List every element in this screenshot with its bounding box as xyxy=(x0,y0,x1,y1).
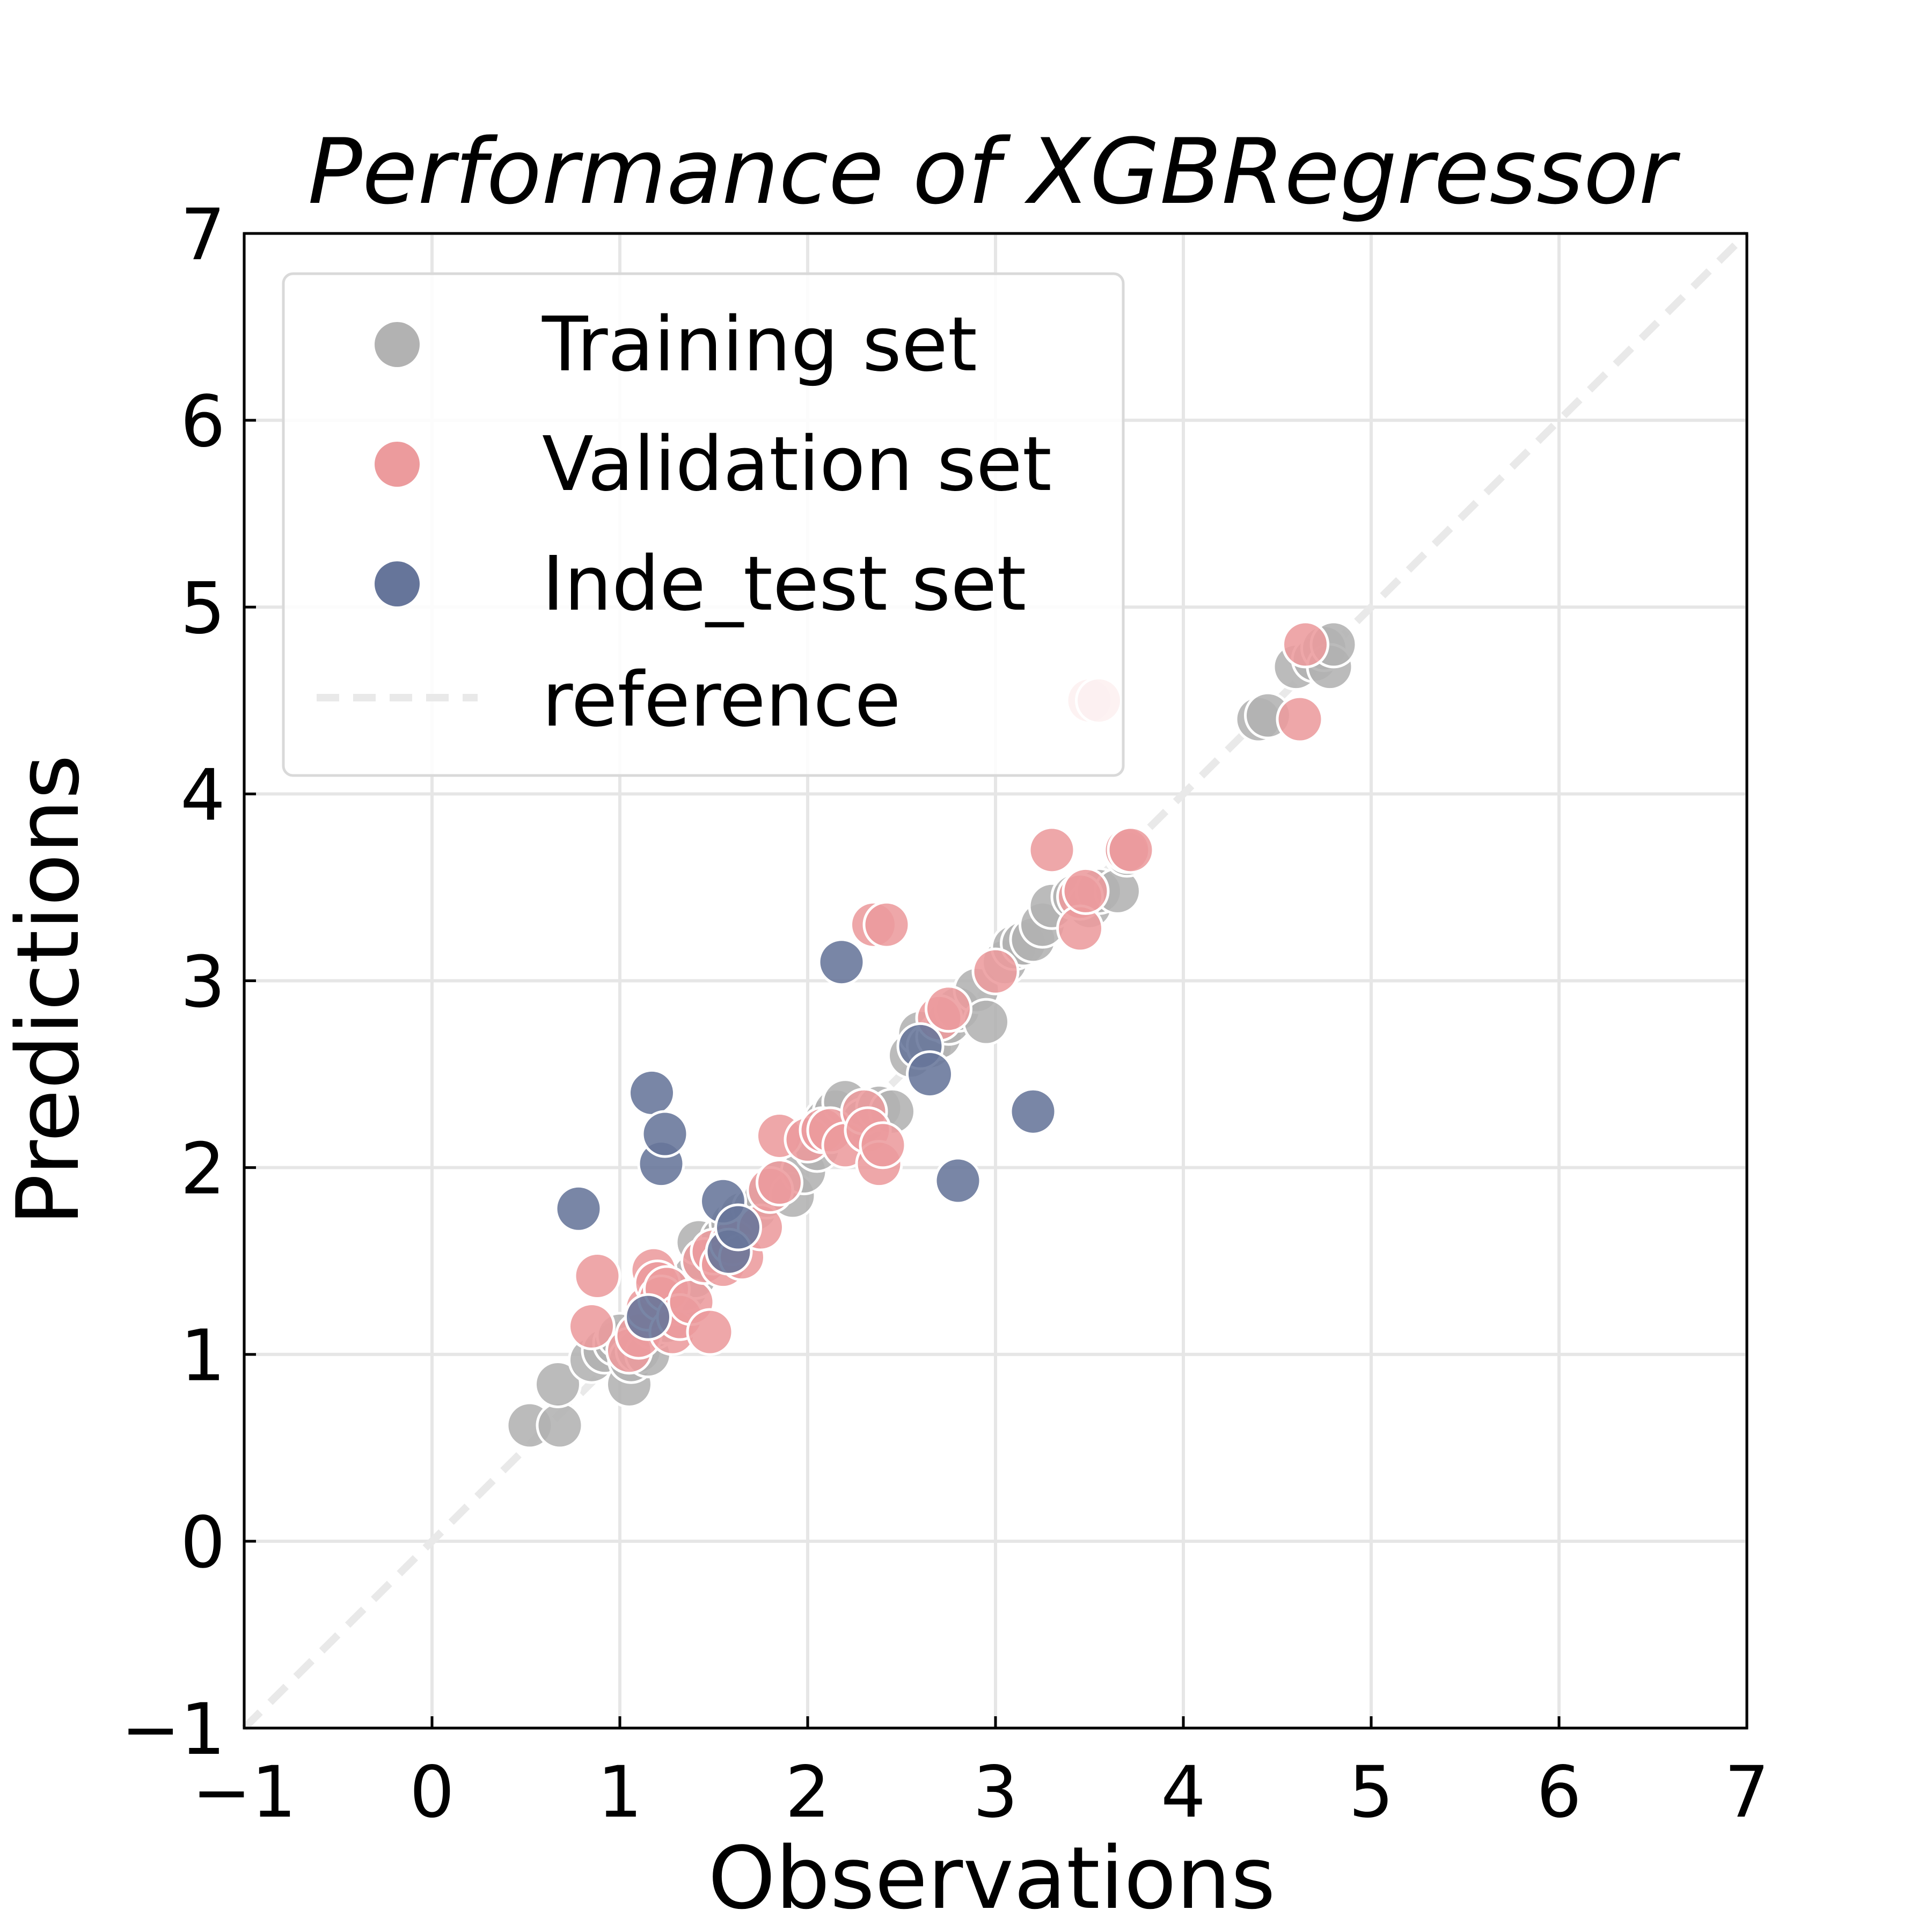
data-point-series-2 xyxy=(628,1069,676,1117)
legend-reference-label: reference xyxy=(542,656,901,744)
data-point-series-2 xyxy=(1009,1087,1057,1136)
x-tick-label: −1 xyxy=(192,1751,297,1834)
data-point-series-1 xyxy=(756,1158,803,1206)
y-tick-label: 1 xyxy=(180,1315,225,1397)
x-tick-label: 4 xyxy=(1161,1751,1206,1834)
data-point-series-2 xyxy=(641,1110,689,1158)
data-point-series-1 xyxy=(1107,826,1155,874)
x-tick-label: 0 xyxy=(409,1751,455,1834)
y-tick-label: 3 xyxy=(180,941,225,1024)
x-tick-label: 1 xyxy=(597,1751,642,1834)
y-axis-label: Predictions xyxy=(0,755,98,1226)
legend-validation-marker xyxy=(375,442,420,487)
y-tick-label: 0 xyxy=(180,1502,225,1584)
data-point-series-2 xyxy=(934,1157,982,1205)
chart-title: Performance of XGBRegressor xyxy=(308,119,1681,224)
data-point-series-1 xyxy=(859,1121,907,1169)
y-tick-label: 6 xyxy=(180,380,225,463)
legend: Training set Validation set Inde_test se… xyxy=(282,272,1125,777)
legend-box xyxy=(282,272,1125,777)
data-point-series-1 xyxy=(971,947,1020,996)
data-point-series-0 xyxy=(534,1360,582,1408)
data-point-series-2 xyxy=(714,1203,762,1252)
x-tick-label: 6 xyxy=(1536,1751,1582,1834)
y-tick-label: 7 xyxy=(180,194,225,276)
data-point-series-1 xyxy=(1028,826,1076,874)
data-point-series-2 xyxy=(554,1184,603,1233)
x-axis-label: Observations xyxy=(708,1828,1276,1928)
data-point-series-1 xyxy=(1282,620,1329,669)
data-point-series-2 xyxy=(906,1050,954,1099)
y-tick-label: 4 xyxy=(180,754,225,837)
legend-training-marker xyxy=(375,322,420,367)
y-tick-label: 5 xyxy=(180,567,225,650)
x-tick-label: 3 xyxy=(973,1751,1018,1834)
legend-validation-label: Validation set xyxy=(542,421,1052,508)
data-point-series-1 xyxy=(573,1252,621,1300)
x-tick-label: 2 xyxy=(785,1751,830,1834)
data-point-series-1 xyxy=(862,901,911,949)
data-point-series-1 xyxy=(1062,867,1110,915)
data-point-series-1 xyxy=(1276,695,1324,743)
y-tick-label: 2 xyxy=(180,1128,225,1211)
x-tick-label: 7 xyxy=(1724,1751,1769,1834)
legend-test-marker xyxy=(375,561,420,606)
data-point-series-2 xyxy=(624,1293,672,1341)
data-point-series-1 xyxy=(925,985,972,1033)
y-tick-label: −1 xyxy=(121,1688,225,1771)
data-point-series-1 xyxy=(568,1302,616,1351)
axis-ticks: −1−1 0 0 1 1 2 2 3 3 4 4 5 5 6 6 7 7 xyxy=(121,194,1769,1834)
legend-test-label: Inde_test set xyxy=(542,540,1026,628)
x-tick-label: 5 xyxy=(1349,1751,1394,1834)
legend-training-label: Training set xyxy=(541,301,977,389)
data-point-series-1 xyxy=(686,1308,734,1356)
data-points xyxy=(506,620,1358,1450)
data-point-series-0 xyxy=(536,1401,584,1450)
data-point-series-2 xyxy=(817,938,866,986)
